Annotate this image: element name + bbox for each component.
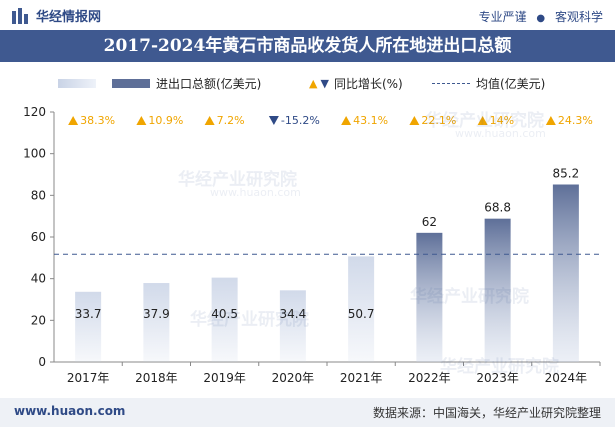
legend-item-gradient — [58, 72, 102, 94]
legend-total-label: 进出口总额(亿美元) — [156, 76, 262, 91]
y-tick-label: 0 — [38, 355, 46, 369]
legend-average-label: 均值(亿美元) — [476, 76, 546, 91]
bar-2022年 — [416, 232, 443, 362]
y-tick-label: 20 — [31, 313, 46, 327]
huajing-logo-icon — [12, 7, 28, 24]
footer-website-link[interactable]: www.huaon.com — [14, 404, 126, 418]
x-tick-label: 2021年 — [340, 371, 383, 385]
brand-name: 华经情报网 — [36, 10, 102, 25]
footer: www.huaon.com 数据来源：中国海关，华经产业研究院整理 — [0, 398, 615, 427]
chart-area: 0 20 40 60 80 100 120 33.7 2017年 38.3% 37.9 2018年 10… — [23, 105, 601, 385]
slogan: 专业严谨 ● 客观科学 — [479, 8, 603, 25]
legend-item-total: 进出口总额(亿美元) — [112, 72, 261, 94]
footer-source: 数据来源：中国海关，华经产业研究院整理 — [372, 406, 601, 420]
growth-up-icon — [68, 116, 79, 125]
y-tick-label: 100 — [23, 147, 46, 161]
bar-value-label: 85.2 — [553, 167, 580, 181]
growth-label: 10.9% — [148, 114, 183, 127]
bar-2021年 — [348, 256, 375, 362]
x-tick-label: 2017年 — [67, 371, 110, 385]
growth-up-icon — [477, 116, 488, 125]
growth-label: 43.1% — [353, 114, 388, 127]
bar-2020年 — [279, 290, 306, 362]
growth-label: -15.2% — [281, 114, 320, 127]
bar-2018年 — [143, 283, 170, 362]
slogan-right: 客观科学 — [554, 10, 603, 24]
y-tick-label: 40 — [31, 272, 46, 286]
bar-2023年 — [484, 218, 511, 362]
bar-value-label: 37.9 — [143, 307, 170, 321]
bar-value-label: 40.5 — [211, 307, 238, 321]
triangle-down-icon: ▼ — [320, 76, 329, 90]
bar-value-label: 34.4 — [280, 307, 307, 321]
growth-up-icon — [136, 116, 147, 125]
triangle-up-icon: ▲ — [309, 76, 318, 90]
x-tick-label: 2023年 — [476, 371, 519, 385]
bar-2024年 — [552, 184, 579, 362]
growth-label: 24.3% — [558, 114, 593, 127]
x-tick-label: 2020年 — [272, 371, 315, 385]
legend-gradient-swatch — [58, 78, 96, 88]
growth-down-icon — [268, 116, 279, 125]
x-tick-label: 2022年 — [408, 371, 451, 385]
legend-item-growth: ▲ ▼ 同比增长(%) — [309, 72, 403, 94]
legend-growth-label: 同比增长(%) — [333, 76, 403, 91]
growth-up-icon — [341, 116, 352, 125]
bar-2017年 — [75, 291, 102, 362]
growth-label: 14% — [490, 114, 514, 127]
bar-value-label: 33.7 — [75, 307, 102, 321]
brand[interactable]: 华经情报网 — [12, 6, 101, 25]
x-tick-label: 2019年 — [203, 371, 246, 385]
bar-value-label: 68.8 — [484, 201, 511, 215]
top-bar: 华经情报网 专业严谨 ● 客观科学 — [0, 0, 615, 30]
y-tick-label: 80 — [31, 188, 46, 202]
growth-label: 22.1% — [421, 114, 456, 127]
legend-dash-swatch — [432, 82, 470, 84]
chart-legend: 进出口总额(亿美元) ▲ ▼ 同比增长(%) 均值(亿美元) — [0, 72, 615, 94]
growth-up-icon — [545, 116, 556, 125]
chart-title: 2017-2024年黄石市商品收发货人所在地进出口总额 — [0, 30, 615, 62]
growth-up-icon — [409, 116, 420, 125]
growth-label: 38.3% — [80, 114, 115, 127]
slogan-dot-icon: ● — [536, 13, 546, 24]
slogan-left: 专业严谨 — [478, 10, 527, 24]
y-tick-label: 120 — [23, 105, 46, 119]
legend-bar-swatch — [112, 78, 150, 88]
y-tick-label: 60 — [31, 230, 46, 244]
x-tick-label: 2024年 — [545, 371, 588, 385]
growth-up-icon — [204, 116, 215, 125]
growth-label: 7.2% — [217, 114, 245, 127]
bar-value-label: 62 — [422, 215, 437, 229]
x-tick-label: 2018年 — [135, 371, 178, 385]
bar-value-label: 50.7 — [348, 307, 375, 321]
legend-item-average: 均值(亿美元) — [432, 72, 545, 94]
bar-2019年 — [211, 277, 238, 362]
